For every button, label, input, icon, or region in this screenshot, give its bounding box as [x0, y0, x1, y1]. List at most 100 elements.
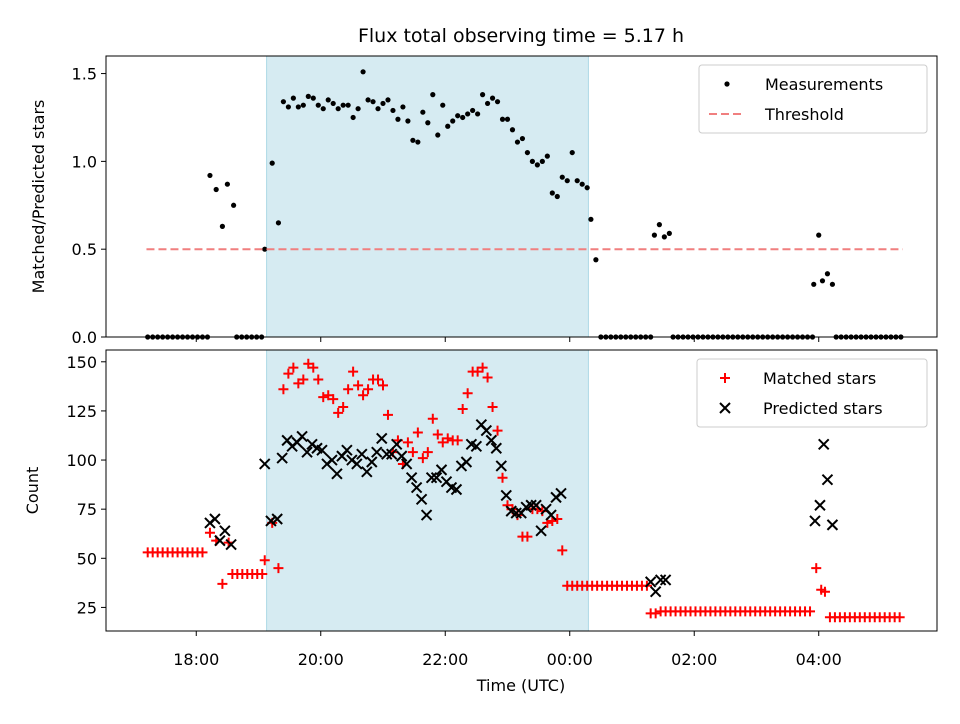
y-tick-label: 0.5 [72, 240, 97, 259]
measurement-point [350, 114, 356, 121]
matched-star-point [353, 380, 364, 391]
measurement-point [499, 116, 506, 122]
matched-star-point [197, 547, 208, 558]
legend: Matched stars Predicted stars [696, 358, 928, 428]
matched-star-point [492, 425, 503, 436]
x-tick-label: 02:00 [671, 650, 717, 669]
chart-title: Flux total observing time = 5.17 h [358, 25, 684, 47]
ratio-panel: 0.0 0.5 1.0 1.5 Matched/Predicted stars Measu… [29, 55, 938, 347]
predicted-star-point [535, 525, 547, 537]
measurement-point [514, 139, 521, 145]
measurement-point [450, 118, 456, 124]
predicted-star-point [435, 464, 448, 476]
predicted-star-point [400, 458, 413, 470]
predicted-star-point [371, 446, 383, 458]
predicted-star-point [649, 585, 662, 598]
y-tick-label: 1.5 [72, 65, 97, 84]
measurement-point [656, 222, 662, 228]
predicted-star-point [219, 525, 231, 537]
legend-box [696, 358, 928, 428]
matched-star-point [477, 362, 488, 373]
predicted-star-point [450, 483, 463, 496]
matched-star-point [348, 366, 359, 377]
measurement-point [430, 92, 436, 98]
measurement-point [519, 135, 526, 142]
measurement-point [285, 104, 291, 110]
measurement-point [824, 271, 831, 277]
x-axis-label: Time (UTC) [476, 676, 565, 695]
matched-star-point [288, 362, 299, 373]
measurement-point [574, 178, 580, 184]
y-tick-label: 150 [66, 353, 97, 372]
matched-star-point [382, 409, 393, 420]
matched-star-point [204, 527, 215, 538]
measurement-point [410, 137, 416, 143]
y-tick-label: 100 [66, 451, 97, 470]
predicted-star-point [555, 487, 567, 500]
measurement-point [494, 99, 501, 105]
predicted-star-point [356, 448, 368, 460]
matched-star-point [432, 429, 443, 440]
y-tick-label: 0.0 [72, 328, 97, 347]
measurement-point [564, 178, 570, 184]
y-tick-label: 125 [66, 402, 97, 421]
predicted-star-point [376, 432, 388, 445]
predicted-star-point [326, 454, 338, 466]
measurement-point [544, 153, 550, 159]
predicted-star-point [814, 499, 826, 511]
measurement-point [305, 93, 311, 99]
predicted-star-point [405, 472, 418, 484]
legend-label: Matched stars [763, 369, 876, 388]
measurement-point [390, 107, 396, 114]
measurement-point [370, 99, 376, 105]
measurement-point [819, 278, 826, 284]
matched-star-point [537, 506, 548, 517]
measurement-point [460, 114, 466, 121]
measurement-point [554, 193, 560, 200]
predicted-star-point [415, 493, 428, 506]
matched-star-point [298, 374, 309, 385]
measurement-point [315, 102, 321, 108]
axes-frame [105, 55, 938, 338]
predicted-star-point [480, 424, 493, 437]
measurement-point [360, 69, 366, 75]
y-axis-label: Matched/Predicted stars [29, 100, 48, 294]
predicted-star-point [259, 458, 271, 470]
predicted-star-point [525, 499, 537, 511]
matched-star-point [283, 368, 294, 379]
measurement-point [275, 220, 282, 226]
measurement-point [584, 185, 590, 191]
matched-star-point [259, 555, 270, 566]
measurement-point [405, 118, 411, 124]
measurement-point [529, 158, 535, 164]
predicted-star-point [386, 448, 398, 460]
matched-star-point [482, 372, 493, 383]
matched-star-point [894, 612, 905, 623]
measurement-point [290, 95, 296, 101]
predicted-star-point [410, 481, 423, 494]
matched-star-point [378, 380, 388, 391]
measurement-point [355, 106, 361, 112]
predicted-star-point [644, 576, 657, 588]
measurement-point [593, 257, 599, 263]
measurement-point [475, 111, 481, 117]
y-tick-label: 50 [77, 549, 97, 568]
measurement-point [295, 104, 301, 110]
measurement-point [489, 95, 496, 101]
predicted-star-point [271, 513, 283, 525]
matched-star-point [442, 433, 453, 444]
predicted-star-point [485, 434, 498, 447]
measurement-point [455, 113, 461, 119]
matched-star-point [427, 413, 438, 424]
matched-star-point [487, 401, 498, 412]
measurement-point [569, 149, 575, 156]
x-tick-label: 18:00 [173, 650, 219, 669]
measurement-point [325, 97, 331, 103]
matched-star-point [328, 394, 339, 405]
measurement-point [524, 149, 531, 156]
measurement-point [320, 106, 326, 112]
legend-marker-measurements [724, 81, 730, 87]
matched-star-point [452, 435, 463, 446]
matched-star-point [257, 569, 268, 580]
